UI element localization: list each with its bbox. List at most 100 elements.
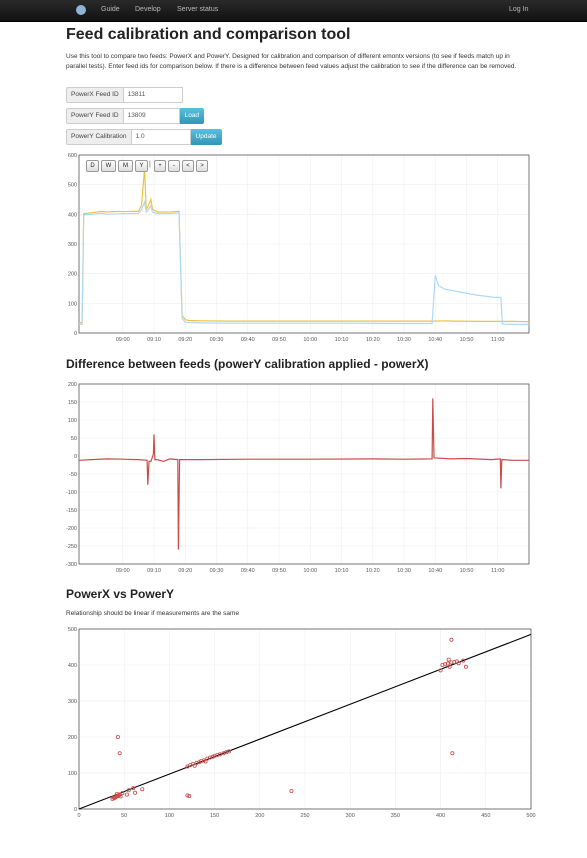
scatter-point <box>446 657 451 662</box>
x-tick-label: 10:30 <box>397 568 411 574</box>
y-tick-label: 400 <box>68 212 77 218</box>
x-tick-label: 09:10 <box>147 568 161 574</box>
control-separator: | <box>149 161 151 168</box>
powery-calibration-input[interactable]: 1.0 <box>131 129 191 145</box>
x-tick-label: 10:20 <box>366 568 380 574</box>
powery-calibration-label: PowerY Calibration <box>66 129 132 145</box>
y-tick-label: 500 <box>68 183 77 189</box>
pan-left-button[interactable]: < <box>182 160 194 172</box>
y-tick-label: 0 <box>74 331 77 337</box>
scatter-point <box>185 793 190 798</box>
x-tick-label: 100 <box>165 813 174 819</box>
scatter-point <box>131 786 136 791</box>
y-tick-label: -100 <box>66 490 77 496</box>
scatter-point <box>118 794 123 799</box>
powerx-feed-input[interactable]: 13811 <box>123 87 183 103</box>
powery-feed-input[interactable]: 13809 <box>123 108 180 124</box>
zoom-in-button[interactable]: + <box>154 160 166 172</box>
scatter-point <box>120 791 125 796</box>
y-tick-label: -200 <box>66 526 77 532</box>
scatter-point <box>218 752 223 757</box>
y-tick-label: -250 <box>66 544 77 550</box>
view-year-button[interactable]: Y <box>135 160 148 172</box>
x-tick-label: 09:50 <box>272 337 286 343</box>
scatter-point <box>456 661 461 666</box>
pan-right-button[interactable]: > <box>196 160 208 172</box>
difference-chart[interactable]: 09:00 09:10 09:20 09:30 09:40 09:50 10:00 10:10… <box>66 382 531 577</box>
nav-link-develop[interactable]: Develop <box>135 6 161 13</box>
x-tick-label: 50 <box>121 813 127 819</box>
login-link[interactable]: Log In <box>509 6 529 13</box>
x-tick-label: 10:00 <box>303 568 317 574</box>
y-tick-label: 300 <box>68 242 77 248</box>
powery-feed-label: PowerY Feed ID <box>66 108 124 124</box>
y-tick-label: 150 <box>68 400 77 406</box>
x-tick-label: 350 <box>391 813 400 819</box>
scatter-point <box>140 787 145 792</box>
series-0-line <box>79 168 530 324</box>
scatter-point <box>133 790 138 795</box>
scatter-point <box>463 664 468 669</box>
intro-text: Use this tool to compare two feeds: Powe… <box>66 53 517 70</box>
view-day-button[interactable]: D <box>86 160 99 172</box>
y-tick-label: 600 <box>68 153 77 159</box>
x-tick-label: 09:10 <box>147 337 161 343</box>
scatter-point <box>126 788 131 793</box>
plot-border <box>78 154 530 334</box>
scatter-point <box>117 751 122 756</box>
x-tick-label: 10:10 <box>335 337 349 343</box>
y-tick-label: 200 <box>68 382 77 388</box>
x-tick-label: 10:40 <box>428 337 442 343</box>
x-tick-label: 09:30 <box>210 337 224 343</box>
x-tick-label: 09:40 <box>241 568 255 574</box>
scatter-point <box>203 759 208 764</box>
series-1-line <box>79 199 529 325</box>
plot-border <box>78 383 530 565</box>
x-tick-label: 09:30 <box>210 568 224 574</box>
plot-border <box>78 628 532 810</box>
difference-chart-title: Difference between feeds (powerY calibra… <box>66 357 429 371</box>
nav-link-server-status[interactable]: Server status <box>177 6 219 13</box>
y-tick-label: 400 <box>68 663 77 669</box>
x-tick-label: 10:00 <box>303 337 317 343</box>
scatter-point <box>449 637 454 642</box>
x-tick-label: 09:20 <box>178 568 192 574</box>
x-tick-label: 10:50 <box>460 568 474 574</box>
load-button[interactable]: Load <box>179 108 205 124</box>
powerx-feed-row: PowerX Feed ID 13811 <box>66 87 183 103</box>
scatter-point <box>449 660 454 665</box>
x-tick-label: 10:20 <box>366 337 380 343</box>
scatter-point <box>450 751 455 756</box>
zoom-out-button[interactable]: - <box>168 160 180 172</box>
scatter-point <box>114 791 119 796</box>
x-tick-label: 250 <box>300 813 309 819</box>
x-tick-label: 500 <box>526 813 535 819</box>
x-tick-label: 11:00 <box>491 568 504 574</box>
view-month-button[interactable]: M <box>118 160 133 172</box>
y-tick-label: 200 <box>68 735 77 741</box>
scatter-point <box>461 658 466 663</box>
nav-link-guide[interactable]: Guide <box>101 6 120 13</box>
x-tick-label: 10:40 <box>428 568 442 574</box>
x-tick-label: 10:10 <box>335 568 349 574</box>
x-tick-label: 09:40 <box>241 337 255 343</box>
scatter-point <box>111 795 116 800</box>
powerx-vs-powery-chart[interactable]: 0 50 100 150 200 250 300 350 400 450 500 0 100 200 300… <box>66 627 536 825</box>
x-tick-label: 450 <box>481 813 490 819</box>
scatter-chart-title: PowerX vs PowerY <box>66 587 175 601</box>
x-tick-label: 09:20 <box>178 337 192 343</box>
y-tick-label: 200 <box>68 272 77 278</box>
x-tick-label: 10:30 <box>397 337 411 343</box>
scatter-point <box>289 788 294 793</box>
view-week-button[interactable]: W <box>101 160 116 172</box>
power-feeds-chart[interactable]: 09:00 09:10 09:20 09:30 09:40 09:50 10:00 10:10… <box>66 153 531 343</box>
x-tick-label: 0 <box>77 813 80 819</box>
update-button[interactable]: Update <box>190 129 222 145</box>
y-tick-label: -300 <box>66 562 77 568</box>
x-tick-label: 09:00 <box>116 337 130 343</box>
x-tick-label: 11:00 <box>491 337 504 343</box>
scatter-point <box>192 763 197 768</box>
x-tick-label: 400 <box>436 813 445 819</box>
scatter-point <box>227 749 232 754</box>
emoncms-logo-icon[interactable] <box>76 5 86 15</box>
